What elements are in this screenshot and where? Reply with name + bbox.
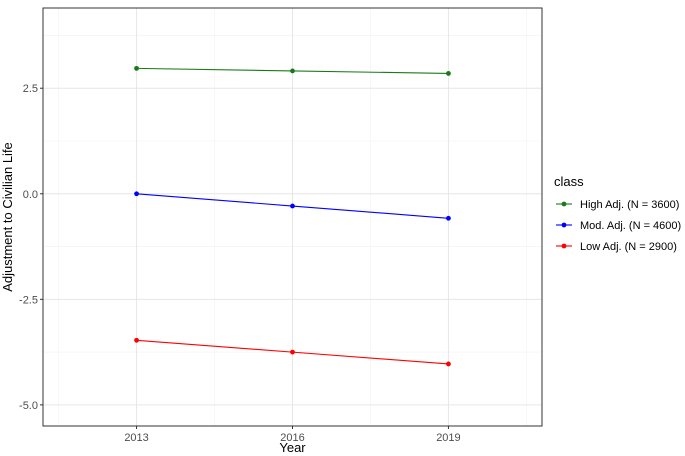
data-point — [290, 203, 295, 209]
x-tick-label: 2019 — [436, 432, 460, 444]
legend-title: class — [554, 174, 584, 189]
data-point — [134, 191, 139, 197]
data-point — [290, 349, 295, 355]
legend-key-point — [561, 243, 567, 249]
data-point — [290, 68, 295, 74]
y-tick-label: 0.0 — [23, 189, 38, 201]
x-tick-label: 2016 — [280, 432, 304, 444]
legend-item: High Adj. (N = 3600) — [556, 199, 679, 211]
legend-key-point — [561, 201, 567, 207]
data-point — [134, 337, 139, 343]
axes: 2.5 0.0 -2.5 -5.0 2013 2016 2019 — [19, 83, 461, 444]
legend-label: Low Adj. (N = 2900) — [580, 241, 677, 253]
legend-item: Mod. Adj. (N = 4600) — [556, 220, 681, 232]
data-point — [446, 361, 451, 367]
series-3 — [134, 337, 451, 367]
legend: class High Adj. (N = 3600) Mod. Adj. (N =… — [554, 174, 681, 253]
series-1 — [134, 65, 451, 76]
y-tick-label: -2.5 — [19, 294, 38, 306]
data-point — [446, 71, 451, 76]
x-axis-title: Year — [279, 440, 306, 455]
x-tick-label: 2013 — [124, 432, 148, 444]
y-tick-label: -5.0 — [19, 400, 38, 412]
legend-item: Low Adj. (N = 2900) — [556, 241, 677, 253]
legend-label: High Adj. (N = 3600) — [580, 199, 679, 211]
legend-key-point — [561, 222, 567, 228]
legend-items: High Adj. (N = 3600) Mod. Adj. (N = 4600)… — [556, 199, 681, 253]
data-point — [134, 65, 139, 71]
legend-label: Mod. Adj. (N = 4600) — [580, 220, 681, 232]
data-point — [446, 215, 451, 221]
series-2 — [134, 191, 451, 221]
y-axis-title: Adjustment to Civilian Life — [0, 142, 15, 292]
y-tick-label: 2.5 — [23, 83, 38, 95]
series-lines — [134, 65, 451, 367]
